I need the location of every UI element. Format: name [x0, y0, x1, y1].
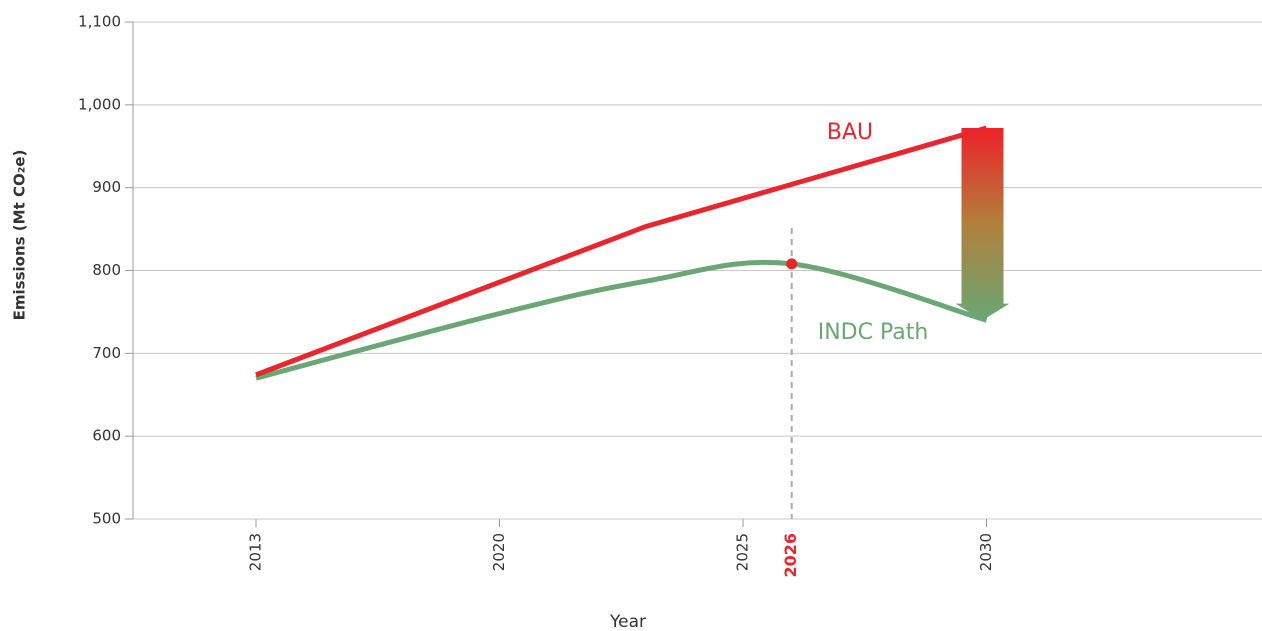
- x-tick-label: 2020: [490, 533, 508, 571]
- x-tick-label: 2013: [247, 533, 265, 571]
- y-tick-label: 600: [92, 427, 121, 445]
- y-tick-label: 900: [92, 178, 121, 196]
- y-tick-label: 1,100: [78, 13, 121, 31]
- y-axis-title: Emissions (Mt CO₂e): [11, 150, 29, 321]
- highlight-point: [786, 258, 798, 270]
- series-label: INDC Path: [818, 320, 929, 345]
- reduction-arrow: [955, 128, 1010, 321]
- highlight-label: 2026: [781, 533, 800, 578]
- y-tick-label: 1,000: [78, 95, 121, 113]
- x-tick-label: 2030: [977, 533, 995, 571]
- x-tick-label: 2025: [734, 533, 752, 571]
- y-tick-label: 800: [92, 261, 121, 279]
- y-tick-label: 700: [92, 344, 121, 362]
- series-line: [255, 259, 988, 381]
- series-line: [255, 125, 988, 378]
- series-label: BAU: [827, 120, 873, 145]
- x-axis-title: Year: [609, 612, 646, 631]
- y-tick-label: 500: [92, 510, 121, 528]
